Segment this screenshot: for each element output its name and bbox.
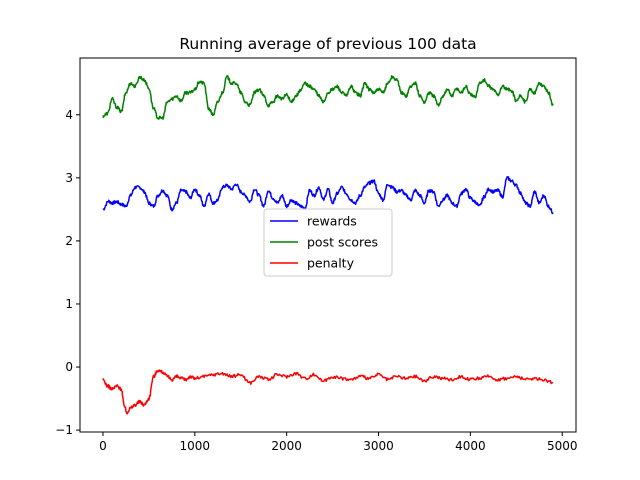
series-line-penalty <box>102 369 554 415</box>
legend-label: penalty <box>307 256 355 271</box>
chart-title: Running average of previous 100 data <box>179 35 476 53</box>
axes-frame <box>79 57 577 433</box>
y-axis: −1 0 1 2 3 4 <box>55 108 80 437</box>
x-tick-label: 2000 <box>271 439 302 453</box>
legend-box <box>263 208 393 277</box>
series-line-rewards <box>102 176 554 215</box>
y-tick-label: 1 <box>65 297 73 311</box>
x-tick-label: 5000 <box>547 439 578 453</box>
y-tick-label: 3 <box>65 171 73 185</box>
y-tick-label: 4 <box>65 108 73 122</box>
x-tick-label: 0 <box>99 439 107 453</box>
x-tick-label: 3000 <box>363 439 394 453</box>
y-tick-label: −1 <box>55 423 73 437</box>
plot-area <box>79 57 577 433</box>
y-tick-label: 2 <box>65 234 73 248</box>
x-axis: 0 1000 2000 3000 4000 5000 <box>99 432 577 453</box>
series-line-post-scores <box>102 75 554 120</box>
legend: rewards post scores penalty <box>263 208 393 277</box>
x-tick-label: 1000 <box>180 439 211 453</box>
legend-label: post scores <box>307 235 378 250</box>
legend-label: rewards <box>307 214 357 229</box>
x-tick-label: 4000 <box>455 439 486 453</box>
series-layer <box>102 75 554 415</box>
y-tick-label: 0 <box>65 360 73 374</box>
